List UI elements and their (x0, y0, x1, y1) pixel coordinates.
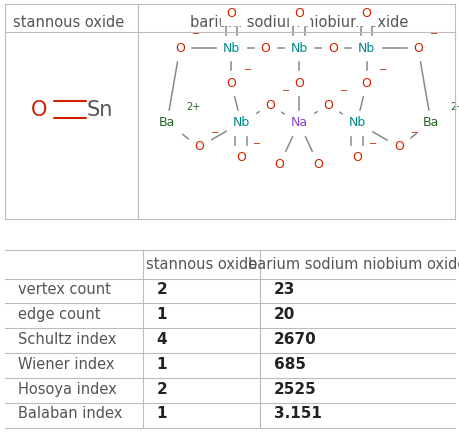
Text: O: O (264, 99, 274, 112)
Text: Nb: Nb (357, 42, 375, 55)
Text: O: O (194, 140, 204, 153)
Text: 2525: 2525 (273, 381, 316, 397)
Text: −: − (253, 139, 261, 149)
Text: Ba: Ba (158, 116, 175, 129)
Text: O: O (322, 99, 332, 112)
Text: Hosoya index: Hosoya index (18, 381, 117, 397)
Text: Na: Na (290, 116, 307, 129)
Text: Nb: Nb (347, 116, 365, 129)
Text: −: − (243, 65, 251, 75)
Text: stannous oxide: stannous oxide (13, 15, 124, 30)
Text: 2: 2 (156, 282, 167, 297)
Text: Balaban index: Balaban index (18, 406, 123, 421)
Text: O: O (30, 99, 47, 120)
Text: O: O (274, 158, 284, 171)
Text: O: O (235, 151, 246, 164)
Text: O: O (226, 7, 236, 20)
Text: Ba: Ba (422, 116, 438, 129)
Text: O: O (393, 140, 403, 153)
Text: 20: 20 (273, 307, 294, 322)
Text: −: − (282, 86, 290, 96)
Text: −: − (378, 65, 386, 75)
Text: stannous oxide: stannous oxide (146, 257, 256, 273)
Text: 2: 2 (156, 381, 167, 397)
Text: 3.151: 3.151 (273, 406, 321, 421)
Text: O: O (293, 77, 303, 90)
Text: barium sodium niobium oxide: barium sodium niobium oxide (190, 15, 407, 30)
Text: 4: 4 (156, 332, 167, 347)
Text: Nb: Nb (232, 116, 249, 129)
Text: vertex count: vertex count (18, 282, 111, 297)
Text: Sn: Sn (86, 99, 112, 120)
Text: edge count: edge count (18, 307, 101, 322)
Text: −: − (410, 128, 418, 138)
Text: Wiener index: Wiener index (18, 357, 115, 372)
Text: barium sodium niobium oxide: barium sodium niobium oxide (248, 257, 459, 273)
Text: −: − (369, 139, 376, 149)
Text: O: O (361, 77, 371, 90)
Text: O: O (351, 151, 361, 164)
Text: 1: 1 (156, 357, 167, 372)
Text: −: − (340, 86, 347, 96)
Text: −: − (192, 30, 200, 39)
Text: O: O (293, 7, 303, 20)
Text: 1: 1 (156, 307, 167, 322)
Text: +: + (316, 102, 324, 112)
Text: 1: 1 (156, 406, 167, 421)
Text: 2+: 2+ (186, 102, 200, 112)
Text: 2+: 2+ (449, 102, 459, 112)
Text: 2670: 2670 (273, 332, 316, 347)
Text: 685: 685 (273, 357, 305, 372)
Text: O: O (174, 42, 185, 55)
Text: 23: 23 (273, 282, 294, 297)
Text: −: − (430, 30, 437, 39)
Text: O: O (327, 42, 337, 55)
Text: Schultz index: Schultz index (18, 332, 117, 347)
Text: O: O (260, 42, 269, 55)
Text: −: − (211, 128, 219, 138)
Text: O: O (226, 77, 236, 90)
Text: O: O (412, 42, 422, 55)
Text: O: O (313, 158, 323, 171)
Text: Nb: Nb (222, 42, 240, 55)
Text: O: O (361, 7, 371, 20)
Text: Nb: Nb (290, 42, 307, 55)
